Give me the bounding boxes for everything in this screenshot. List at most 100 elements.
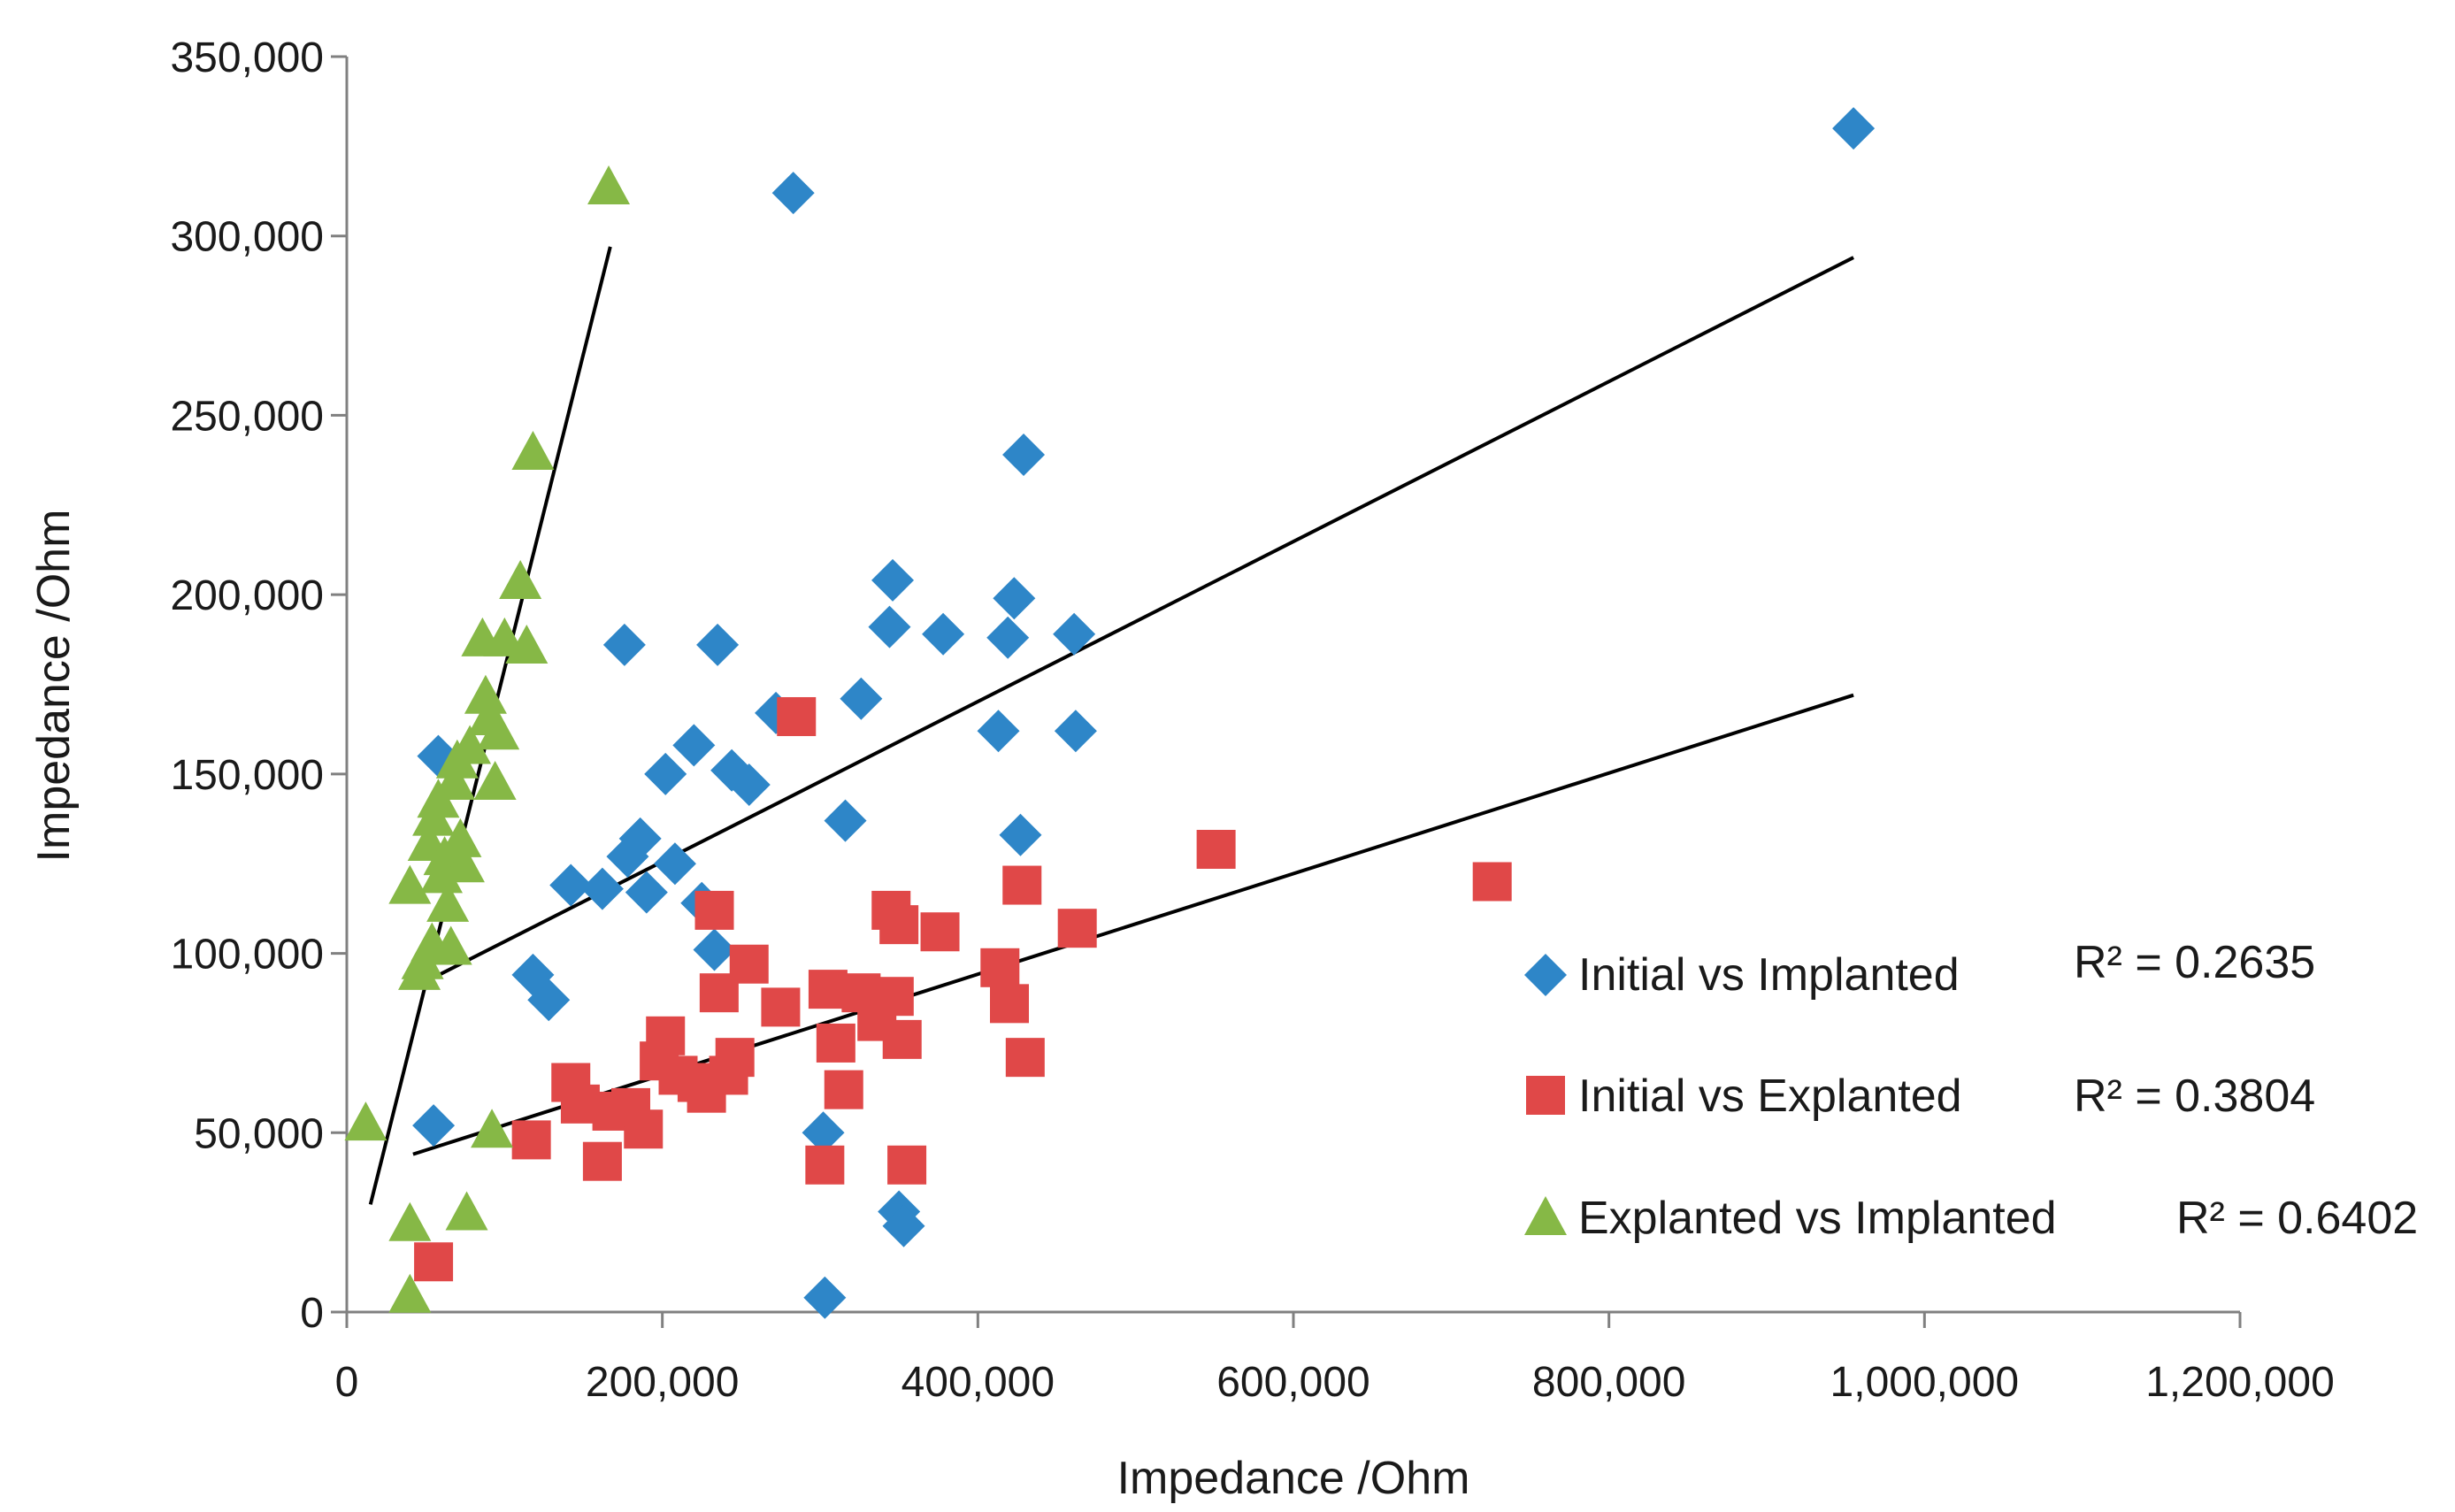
data-point-initial-vs-explanted [761, 987, 801, 1027]
data-point-initial-vs-implanted [696, 623, 740, 666]
series-initial-vs-explanted [414, 696, 1512, 1282]
x-tick-label: 0 [335, 1359, 359, 1406]
data-point-initial-vs-implanted [602, 623, 646, 666]
data-point-explanted-vs-implanted [499, 559, 542, 599]
r2-explanted-vs-implanted: R² = 0.6402 [2176, 1193, 2418, 1244]
data-point-explanted-vs-implanted [471, 1109, 514, 1148]
data-point-initial-vs-explanted [729, 944, 769, 984]
x-tick-label: 200,000 [586, 1359, 740, 1406]
data-point-explanted-vs-implanted [505, 624, 549, 664]
trendline-initial-vs-implanted [417, 256, 1854, 987]
data-point-initial-vs-implanted [882, 1204, 925, 1247]
legend-entry-explanted-vs-implanted: Explanted vs Implanted R² = 0.6402 [1524, 1193, 2418, 1244]
data-point-initial-vs-explanted [808, 970, 848, 1009]
y-tick-label: 250,000 [170, 393, 324, 440]
legend-label-initial-vs-explanted: Initial vs Explanted [1578, 1071, 1962, 1122]
y-tick-label: 50,000 [194, 1110, 324, 1157]
y-ticks: 0 50,000 100,000 150,000 200,000 250,000 300,0… [170, 35, 347, 1337]
data-point-initial-vs-implanted [771, 172, 815, 215]
data-point-initial-vs-explanted [882, 1019, 922, 1059]
r2-initial-vs-explanted: R² = 0.3804 [2074, 1071, 2315, 1122]
data-point-initial-vs-explanted [414, 1242, 454, 1282]
data-point-initial-vs-implanted [417, 734, 460, 778]
x-ticks: 0 200,000 400,000 600,000 800,000 1,000,000 1,… [335, 1312, 2335, 1406]
legend-entry-initial-vs-implanted: Initial vs Implanted R² = 0.2635 [1524, 937, 2315, 1001]
data-point-initial-vs-explanted [1196, 829, 1236, 869]
data-point-initial-vs-explanted [694, 890, 734, 930]
series-explanted-vs-implanted [344, 165, 631, 1313]
data-point-explanted-vs-implanted [473, 761, 517, 801]
data-point-initial-vs-explanted [1057, 909, 1097, 948]
data-point-initial-vs-explanted [1472, 862, 1512, 902]
data-point-initial-vs-explanted [511, 1120, 551, 1160]
data-point-initial-vs-explanted [887, 1145, 927, 1185]
y-tick-label: 0 [300, 1290, 324, 1337]
x-tick-label: 600,000 [1216, 1359, 1370, 1406]
data-point-initial-vs-explanted [624, 1109, 664, 1149]
data-point-explanted-vs-implanted [426, 882, 470, 922]
data-point-initial-vs-implanted [672, 724, 716, 767]
legend-marker-triangle [1524, 1196, 1567, 1235]
data-point-initial-vs-implanted [693, 928, 736, 971]
data-point-initial-vs-implanted [977, 710, 1020, 753]
data-point-explanted-vs-implanted [445, 1191, 488, 1231]
data-point-initial-vs-implanted [824, 799, 867, 842]
data-point-initial-vs-implanted [549, 863, 593, 907]
data-point-initial-vs-implanted [871, 558, 915, 602]
data-point-initial-vs-implanted [999, 813, 1042, 856]
data-point-initial-vs-implanted [644, 752, 687, 795]
y-tick-label: 300,000 [170, 214, 324, 261]
data-point-initial-vs-implanted [412, 1104, 456, 1147]
x-tick-label: 1,200,000 [2145, 1359, 2335, 1406]
data-point-explanted-vs-implanted [511, 431, 555, 471]
data-point-initial-vs-explanted [990, 984, 1029, 1024]
data-point-initial-vs-implanted [527, 979, 571, 1022]
data-point-initial-vs-implanted [1054, 710, 1097, 753]
data-point-explanted-vs-implanted [433, 761, 476, 801]
data-point-initial-vs-explanted [874, 977, 914, 1017]
data-point-explanted-vs-implanted [464, 674, 507, 714]
data-point-initial-vs-implanted [580, 867, 624, 910]
data-point-initial-vs-explanted [646, 1016, 686, 1055]
y-tick-label: 150,000 [170, 752, 324, 799]
axes: 0 50,000 100,000 150,000 200,000 250,000 300,0… [170, 35, 2334, 1406]
data-point-initial-vs-implanted [840, 677, 883, 720]
legend: Initial vs Implanted R² = 0.2635 Initial… [1524, 937, 2418, 1244]
data-point-initial-vs-explanted [805, 1145, 845, 1185]
data-point-initial-vs-explanted [920, 912, 960, 952]
data-point-explanted-vs-implanted [344, 1101, 387, 1141]
data-point-explanted-vs-implanted [429, 925, 472, 965]
x-tick-label: 400,000 [901, 1359, 1055, 1406]
legend-marker-diamond [1524, 954, 1567, 996]
data-point-initial-vs-implanted [1832, 107, 1876, 150]
data-point-initial-vs-implanted [802, 1111, 845, 1155]
legend-entry-initial-vs-explanted: Initial vs Explanted R² = 0.3804 [1526, 1071, 2315, 1122]
data-point-explanted-vs-implanted [388, 1273, 432, 1313]
data-point-initial-vs-implanted [986, 616, 1030, 659]
data-point-initial-vs-implanted [618, 817, 662, 860]
data-point-initial-vs-implanted [803, 1276, 847, 1319]
data-point-explanted-vs-implanted [388, 1201, 432, 1241]
x-tick-label: 1,000,000 [1830, 1359, 2020, 1406]
data-point-initial-vs-implanted [993, 577, 1036, 620]
data-point-initial-vs-explanted [1002, 865, 1042, 905]
data-point-initial-vs-explanted [715, 1038, 755, 1078]
data-point-explanted-vs-implanted [587, 165, 631, 205]
data-point-explanted-vs-implanted [388, 864, 432, 904]
data-point-explanted-vs-implanted [449, 725, 492, 764]
data-point-explanted-vs-implanted [439, 817, 482, 857]
data-point-initial-vs-explanted [980, 948, 1020, 987]
data-point-initial-vs-explanted [582, 1141, 622, 1181]
y-axis-title: Impedance /Ohm [28, 510, 80, 863]
data-point-initial-vs-explanted [777, 696, 817, 736]
data-point-initial-vs-implanted [868, 605, 911, 649]
legend-label-explanted-vs-implanted: Explanted vs Implanted [1578, 1193, 2057, 1244]
data-point-explanted-vs-implanted [441, 843, 485, 883]
legend-label-initial-vs-implanted: Initial vs Implanted [1578, 949, 1960, 1001]
data-point-initial-vs-explanted [816, 1023, 855, 1063]
y-tick-label: 350,000 [170, 35, 324, 81]
data-point-initial-vs-implanted [1002, 434, 1046, 477]
legend-marker-square [1526, 1076, 1565, 1115]
data-points [344, 107, 1876, 1319]
